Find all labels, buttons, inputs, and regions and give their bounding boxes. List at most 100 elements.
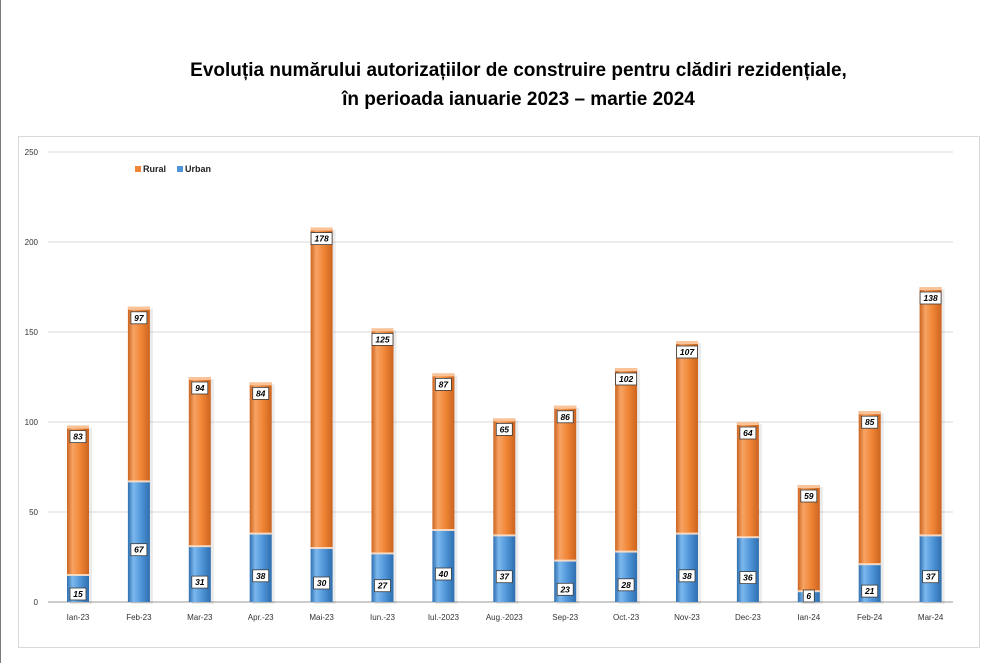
- bar-separator: [858, 563, 881, 566]
- data-label-urban-Apr.-23-box: [252, 569, 270, 583]
- data-label-rural-Apr.-23-box: [252, 386, 270, 400]
- y-tick-label-0: 0: [34, 598, 39, 607]
- bar-urban-Apr.-23: [249, 533, 272, 602]
- data-label-rural-Feb-24-box: [861, 415, 879, 429]
- bar-rural-Apr.-23: [249, 382, 272, 534]
- bar-top-cap: [432, 373, 455, 377]
- y-tick-label-250: 250: [25, 148, 39, 157]
- legend-label-rural: Rural: [143, 164, 166, 174]
- data-label-urban-Feb-24: 21: [864, 586, 875, 596]
- data-label-urban-Sep-23: 23: [559, 584, 570, 594]
- y-tick-label-50: 50: [29, 508, 38, 517]
- x-tick-label-Apr.-23: Apr.-23: [248, 613, 274, 622]
- x-tick-label-Nov-23: Nov-23: [674, 613, 700, 622]
- data-label-rural-Sep-23: 86: [560, 412, 570, 422]
- data-label-rural-Dec-23-box: [739, 426, 757, 440]
- data-label-urban-Sep-23-box: [556, 582, 574, 596]
- chart-title: Evoluția numărului autorizațiilor de con…: [0, 56, 991, 114]
- chart-title-line-1: Evoluția numărului autorizațiilor de con…: [190, 60, 847, 81]
- data-label-rural-Ian-23: 83: [73, 432, 83, 442]
- x-tick-label-Feb-24: Feb-24: [857, 613, 883, 622]
- data-label-rural-Nov-23: 107: [680, 347, 695, 357]
- data-label-urban-Mar-23-box: [191, 575, 209, 589]
- data-label-urban-Iul.-2023: 40: [438, 569, 449, 579]
- data-label-rural-Oct.-23: 102: [619, 374, 633, 384]
- data-label-rural-Apr.-23: 84: [256, 388, 266, 398]
- bar-urban-Feb-23: [127, 481, 150, 602]
- bar-urban-Mar-24: [919, 535, 942, 602]
- bar-urban-Iun.-23: [371, 553, 394, 602]
- x-tick-label-Ian-24: Ian-24: [797, 613, 820, 622]
- bar-rural-Sep-23: [554, 405, 577, 561]
- data-label-rural-Oct.-23-box: [615, 372, 637, 386]
- data-label-rural-Nov-23-box: [676, 345, 698, 359]
- data-label-rural-Feb-24: 85: [865, 417, 875, 427]
- x-tick-label-Mar-24: Mar-24: [918, 613, 944, 622]
- bar-top-cap: [188, 377, 211, 380]
- data-label-urban-Mar-23: 31: [195, 577, 205, 587]
- bar-rural-Mar-23: [188, 377, 211, 547]
- chart-title-line-2: în perioada ianuarie 2023 – martie 2024: [342, 89, 695, 110]
- data-label-urban-Iun.-23: 27: [377, 581, 389, 591]
- bar-separator: [493, 534, 516, 537]
- bar-top-cap: [127, 306, 150, 310]
- x-tick-label-Ian-23: Ian-23: [67, 613, 90, 622]
- bar-top-cap: [615, 368, 638, 371]
- data-label-urban-Oct.-23: 28: [620, 580, 631, 590]
- legend-label-urban: Urban: [185, 164, 211, 174]
- x-tick-label-Sep-23: Sep-23: [552, 613, 578, 622]
- y-tick-label-100: 100: [25, 418, 39, 427]
- data-label-rural-Feb-23-box: [130, 311, 148, 325]
- data-label-rural-Feb-23: 97: [134, 313, 145, 323]
- y-tick-label-150: 150: [25, 328, 39, 337]
- data-label-rural-Ian-23-box: [69, 430, 87, 444]
- data-label-rural-Iun.-23-box: [371, 332, 394, 346]
- data-label-rural-Iun.-23: 125: [375, 334, 389, 344]
- bar-top-cap: [797, 485, 820, 488]
- bar-rural-Ian-23: [67, 425, 89, 575]
- data-label-rural-Ian-24: 59: [804, 491, 814, 501]
- data-label-urban-Aug.-2023-box: [495, 570, 513, 584]
- bar-urban-Mai-23: [310, 548, 333, 602]
- bar-urban-Sep-23: [554, 560, 577, 602]
- bar-rural-Mai-23: [310, 227, 333, 548]
- data-label-rural-Mai-23-box: [310, 232, 333, 246]
- x-tick-label-Aug.-2023: Aug.-2023: [486, 613, 523, 622]
- data-label-rural-Aug.-2023: 65: [500, 424, 510, 434]
- bar-top-cap: [919, 287, 942, 290]
- data-label-urban-Mar-24-box: [922, 570, 939, 584]
- data-label-urban-Ian-23-box: [69, 587, 87, 601]
- data-label-urban-Mai-23: 30: [317, 578, 327, 588]
- bar-rural-Feb-23: [127, 306, 150, 482]
- bar-separator: [249, 532, 272, 535]
- bar-top-cap: [736, 422, 759, 425]
- bar-urban-Oct.-23: [615, 551, 638, 602]
- bar-separator: [919, 534, 942, 537]
- bar-top-cap: [67, 425, 89, 429]
- data-label-urban-Mar-24: 37: [926, 572, 937, 582]
- bar-urban-Aug.-2023: [493, 535, 516, 602]
- data-label-rural-Iul.-2023-box: [434, 377, 452, 391]
- bar-rural-Iul.-2023: [432, 373, 455, 530]
- data-label-rural-Mar-24-box: [919, 291, 942, 305]
- data-label-urban-Aug.-2023: 37: [500, 572, 511, 582]
- x-tick-label-Iun.-23: Iun.-23: [370, 613, 395, 622]
- bar-top-cap: [554, 405, 577, 409]
- bar-rural-Feb-24: [858, 411, 881, 565]
- x-tick-label-Mai-23: Mai-23: [309, 613, 334, 622]
- chart-area-border: [18, 136, 980, 648]
- bar-separator: [371, 552, 394, 555]
- x-tick-label-Feb-23: Feb-23: [126, 613, 152, 622]
- x-tick-label-Iul.-2023: Iul.-2023: [428, 613, 460, 622]
- data-label-urban-Feb-24-box: [861, 584, 879, 598]
- bar-rural-Ian-24: [797, 485, 820, 592]
- data-label-urban-Apr.-23: 38: [256, 571, 266, 581]
- data-label-rural-Iul.-2023: 87: [439, 379, 450, 389]
- bar-urban-Dec-23: [736, 537, 759, 602]
- data-label-rural-Dec-23: 64: [743, 428, 753, 438]
- bar-top-cap: [249, 382, 272, 386]
- bar-top-cap: [676, 341, 698, 344]
- bar-rural-Iun.-23: [371, 328, 394, 554]
- legend-swatch-rural: [135, 166, 141, 172]
